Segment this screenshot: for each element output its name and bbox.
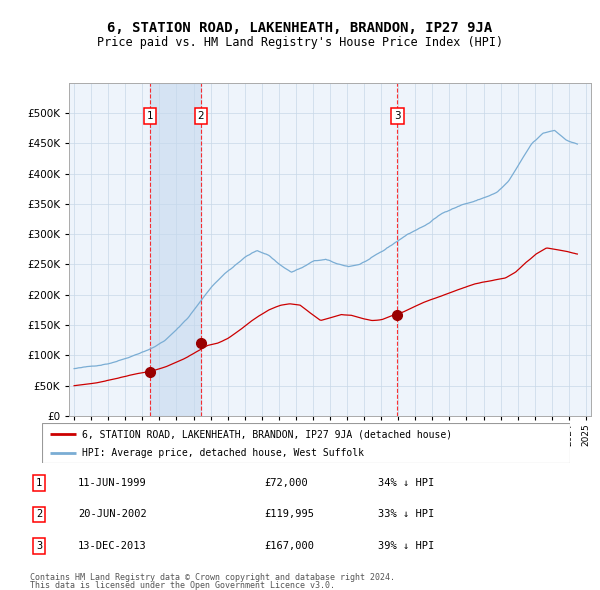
Bar — [150, 83, 201, 416]
Text: Contains HM Land Registry data © Crown copyright and database right 2024.: Contains HM Land Registry data © Crown c… — [30, 572, 395, 582]
Text: £167,000: £167,000 — [264, 541, 314, 550]
Text: 11-JUN-1999: 11-JUN-1999 — [78, 478, 147, 488]
Text: Price paid vs. HM Land Registry's House Price Index (HPI): Price paid vs. HM Land Registry's House … — [97, 36, 503, 49]
Text: 3: 3 — [394, 111, 401, 121]
Text: 39% ↓ HPI: 39% ↓ HPI — [378, 541, 434, 550]
Text: 6, STATION ROAD, LAKENHEATH, BRANDON, IP27 9JA (detached house): 6, STATION ROAD, LAKENHEATH, BRANDON, IP… — [82, 430, 452, 440]
Text: £119,995: £119,995 — [264, 510, 314, 519]
Text: £72,000: £72,000 — [264, 478, 308, 488]
FancyBboxPatch shape — [42, 423, 570, 463]
Text: 1: 1 — [146, 111, 153, 121]
Text: 3: 3 — [36, 541, 42, 550]
Text: 2: 2 — [198, 111, 205, 121]
Text: 33% ↓ HPI: 33% ↓ HPI — [378, 510, 434, 519]
Text: 6, STATION ROAD, LAKENHEATH, BRANDON, IP27 9JA: 6, STATION ROAD, LAKENHEATH, BRANDON, IP… — [107, 21, 493, 35]
Text: 20-JUN-2002: 20-JUN-2002 — [78, 510, 147, 519]
Text: 34% ↓ HPI: 34% ↓ HPI — [378, 478, 434, 488]
Text: HPI: Average price, detached house, West Suffolk: HPI: Average price, detached house, West… — [82, 448, 364, 458]
Text: 13-DEC-2013: 13-DEC-2013 — [78, 541, 147, 550]
Text: This data is licensed under the Open Government Licence v3.0.: This data is licensed under the Open Gov… — [30, 581, 335, 590]
Text: 1: 1 — [36, 478, 42, 488]
Text: 2: 2 — [36, 510, 42, 519]
